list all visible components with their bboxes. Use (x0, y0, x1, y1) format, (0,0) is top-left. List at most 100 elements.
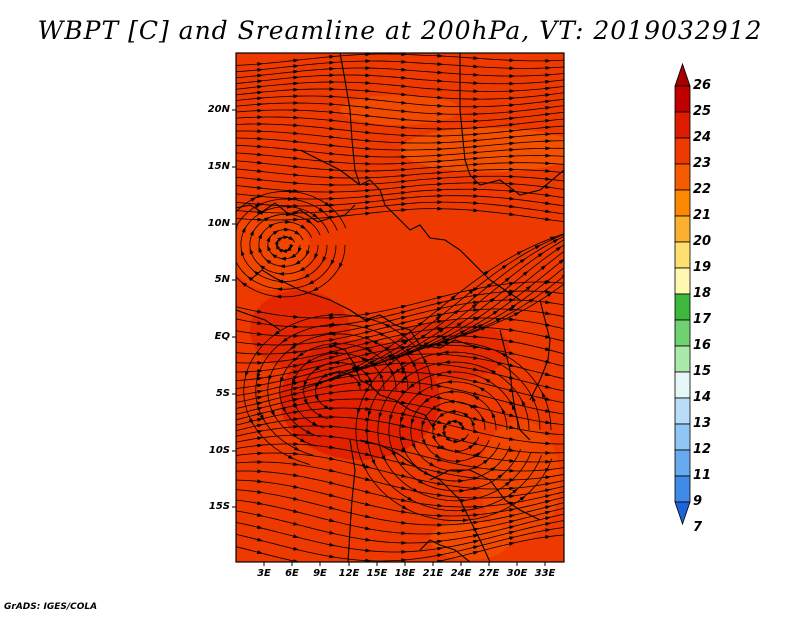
streamline-arrow (437, 395, 444, 400)
streamline-arrow (293, 446, 300, 451)
streamline-arrow (473, 476, 480, 480)
streamline-arrow (257, 102, 264, 107)
streamline-arrow (257, 79, 264, 84)
streamline-arrow (437, 362, 444, 367)
streamline-arrow (501, 264, 508, 270)
axis-ticks (232, 109, 546, 566)
streamline-arrow (401, 305, 408, 309)
streamline-arrow (437, 457, 444, 462)
streamline-arrow (401, 53, 408, 57)
streamline-arrow (312, 286, 319, 292)
streamline-arrow (405, 348, 412, 353)
streamline-arrow (545, 161, 552, 166)
streamline-arrow (258, 232, 263, 239)
streamline-arrow (401, 208, 408, 212)
streamline-arrow (509, 413, 516, 417)
streamline-arrow (401, 161, 408, 166)
streamline-arrow (445, 370, 451, 374)
streamline-arrow (473, 156, 480, 161)
streamline-arrow (257, 537, 264, 542)
wbpt-patch-dark (250, 290, 350, 370)
streamline-arrow (545, 209, 552, 214)
streamline-arrow (365, 154, 372, 159)
streamline (461, 283, 564, 337)
streamline-arrow (417, 321, 424, 327)
lon-label: 18E (394, 568, 416, 579)
streamline-arrow (545, 494, 552, 499)
colorbar-swatch (674, 449, 691, 477)
streamline-arrow (509, 542, 516, 546)
streamline-arrow (257, 395, 264, 400)
streamline-arrow (509, 478, 516, 482)
streamline-arrow (473, 545, 480, 550)
wbpt-patch-light (430, 520, 510, 560)
streamline-arrow (365, 59, 372, 63)
streamline-arrow (412, 487, 419, 493)
streamline-arrow (437, 531, 444, 536)
colorbar-swatch (674, 241, 691, 269)
streamline-arrow (462, 518, 469, 523)
streamline-arrow (293, 370, 300, 375)
streamline-arrow (509, 103, 516, 108)
streamline-arrow (293, 376, 300, 380)
streamline-arrow (450, 419, 457, 424)
streamline-arrow (543, 279, 550, 285)
streamline-arrow (473, 138, 480, 143)
streamline-arrow (329, 134, 336, 139)
streamline-arrow (509, 425, 516, 430)
streamline-arrow (473, 404, 480, 408)
streamline-arrow (257, 469, 264, 474)
streamline-arrow (297, 351, 304, 357)
streamline-arrow (293, 156, 300, 161)
streamline (353, 239, 564, 373)
streamline-arrow (329, 554, 336, 559)
streamline-arrow (280, 376, 284, 384)
streamline-arrow (247, 276, 254, 282)
colorbar-swatch (674, 163, 691, 191)
streamline-arrow (245, 370, 249, 378)
streamline-arrow (401, 375, 408, 381)
streamline-arrow (293, 559, 299, 562)
streamline-arrow (365, 388, 372, 392)
streamline-arrow (473, 308, 480, 312)
streamline-arrow (275, 243, 280, 250)
streamline-arrow (257, 443, 264, 448)
streamline-arrow (329, 73, 336, 78)
streamline-arrow (263, 217, 270, 222)
colorbar-swatch (674, 319, 691, 347)
streamline-arrow (418, 479, 425, 485)
streamline-arrow (293, 398, 300, 402)
streamline-arrow (293, 75, 300, 80)
streamline-arrow (437, 159, 444, 164)
streamline-arrow (250, 197, 257, 202)
lon-label: 3E (257, 568, 271, 579)
streamline-arrow (509, 160, 516, 165)
streamline-arrow (293, 181, 300, 185)
streamline-arrow (365, 558, 372, 562)
streamline-arrow (257, 129, 264, 134)
streamline-arrow (257, 332, 264, 336)
lon-label: 21E (422, 568, 444, 579)
streamline-arrow (390, 356, 397, 361)
streamline-arrow (462, 412, 469, 418)
streamline-arrow (329, 445, 336, 450)
streamline-arrow (329, 167, 336, 172)
streamline-arrow (293, 387, 300, 391)
streamline-arrow (473, 194, 480, 198)
streamline-arrow (258, 246, 263, 253)
lat-label: EQ (214, 331, 230, 342)
streamline-arrow (329, 87, 336, 91)
streamline-arrow (437, 334, 444, 339)
streamline-arrow (278, 272, 285, 276)
streamline-arrow (365, 53, 372, 57)
streamline-arrow (303, 398, 308, 405)
streamline-arrow (509, 122, 516, 127)
streamline-arrow (329, 175, 336, 180)
streamline-arrow (326, 312, 333, 317)
streamline-arrow (437, 147, 444, 152)
chart-title: WBPT [C] and Sreamline at 200hPa, VT: 20… (37, 16, 763, 45)
streamline-arrow (281, 337, 288, 343)
streamline-arrow (401, 67, 408, 72)
streamline-arrow (401, 400, 408, 405)
streamline-arrow (257, 108, 264, 113)
